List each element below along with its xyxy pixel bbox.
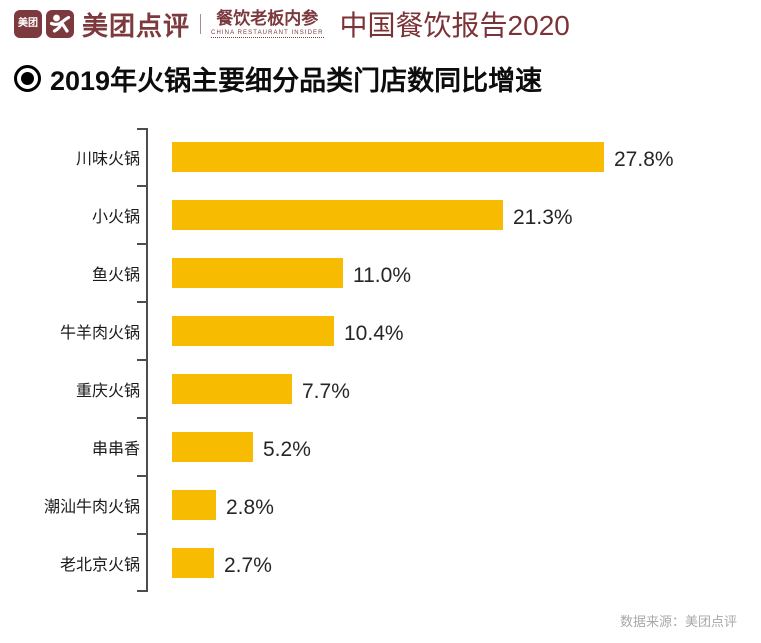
category-label: 鱼火锅	[91, 267, 140, 284]
bar	[172, 548, 214, 578]
y-axis-line	[146, 128, 148, 592]
meituan-logo-text: 美团	[18, 18, 38, 29]
insider-title: 餐饮老板内参	[216, 9, 319, 29]
chart-row: 潮汕牛肉火锅 2.8%	[0, 476, 761, 534]
insider-logo: 餐饮老板内参 CHINA RESTAURANT INSIDER	[211, 9, 324, 38]
value-label: 21.3%	[513, 206, 573, 229]
page-title: 2019年火锅主要细分品类门店数同比增速	[50, 66, 543, 96]
bullseye-icon	[14, 65, 41, 92]
chart-row: 老北京火锅 2.7%	[0, 534, 761, 592]
category-label: 川味火锅	[75, 151, 140, 168]
chart-row: 鱼火锅 11.0%	[0, 244, 761, 302]
bar	[172, 432, 253, 462]
category-label: 潮汕牛肉火锅	[43, 499, 140, 516]
axis-tick	[137, 590, 146, 592]
axis-tick	[137, 128, 146, 130]
bar	[172, 258, 343, 288]
chart-row: 小火锅 21.3%	[0, 186, 761, 244]
dianping-logo	[46, 10, 74, 38]
chart-row: 串串香 5.2%	[0, 418, 761, 476]
dianping-mascot-icon	[49, 14, 71, 33]
bar	[172, 200, 503, 230]
brand-name: 美团点评	[82, 10, 191, 41]
chart-row: 重庆火锅 7.7%	[0, 360, 761, 418]
category-label: 串串香	[91, 441, 140, 458]
axis-tick	[137, 301, 146, 303]
chart-row: 牛羊肉火锅 10.4%	[0, 302, 761, 360]
header: 美团 美团点评 餐饮老板内参 CHINA RESTAURANT INSIDER …	[14, 9, 570, 41]
value-label: 5.2%	[263, 438, 311, 461]
header-divider	[200, 14, 202, 34]
meituan-logo: 美团	[14, 10, 42, 38]
value-label: 27.8%	[614, 148, 674, 171]
axis-tick	[137, 533, 146, 535]
axis-tick	[137, 475, 146, 477]
bar	[172, 374, 292, 404]
chart-row: 川味火锅 27.8%	[0, 128, 761, 186]
axis-tick	[137, 243, 146, 245]
insider-subtitle: CHINA RESTAURANT INSIDER	[211, 29, 324, 38]
axis-tick	[137, 417, 146, 419]
axis-tick	[137, 359, 146, 361]
value-label: 7.7%	[302, 380, 350, 403]
data-source-note: 数据来源：美团点评	[619, 614, 737, 629]
report-title: 中国餐饮报告2020	[339, 10, 570, 41]
bar	[172, 490, 216, 520]
value-label: 2.7%	[224, 554, 272, 577]
axis-tick	[137, 185, 146, 187]
bar-chart: 川味火锅 27.8% 小火锅 21.3% 鱼火锅 11.0% 牛羊肉火锅 10.4% 重庆火锅 7…	[0, 128, 761, 592]
category-label: 牛羊肉火锅	[59, 325, 140, 342]
category-label: 老北京火锅	[59, 557, 140, 574]
bar	[172, 316, 334, 346]
value-label: 10.4%	[344, 322, 404, 345]
category-label: 小火锅	[91, 209, 140, 226]
bar	[172, 142, 604, 172]
category-label: 重庆火锅	[75, 383, 140, 400]
value-label: 11.0%	[353, 264, 411, 287]
title-row: 2019年火锅主要细分品类门店数同比增速	[14, 59, 542, 98]
value-label: 2.8%	[226, 496, 274, 519]
